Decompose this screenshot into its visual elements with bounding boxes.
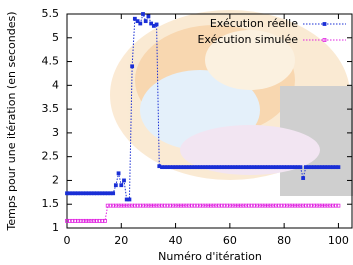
y-tick-label: 4.5 bbox=[42, 55, 60, 68]
y-tick-label: 5.5 bbox=[42, 7, 60, 20]
legend-marker bbox=[323, 23, 326, 26]
data-point bbox=[123, 179, 126, 182]
data-point bbox=[299, 166, 302, 169]
data-point bbox=[302, 177, 305, 180]
data-point bbox=[155, 23, 158, 26]
data-point bbox=[131, 65, 134, 68]
legend-label: Exécution réelle bbox=[210, 17, 298, 30]
x-tick-label: 80 bbox=[277, 234, 291, 247]
x-tick-label: 40 bbox=[169, 234, 183, 247]
x-axis-title: Numéro d'itération bbox=[158, 250, 262, 263]
x-tick-label: 100 bbox=[328, 234, 349, 247]
x-tick-label: 60 bbox=[223, 234, 237, 247]
y-tick-label: 1.5 bbox=[42, 197, 60, 210]
y-tick-label: 3 bbox=[52, 126, 59, 139]
y-tick-label: 2.5 bbox=[42, 150, 60, 163]
y-tick-label: 1 bbox=[52, 221, 59, 234]
y-tick-label: 5 bbox=[52, 31, 59, 44]
y-tick-label: 4 bbox=[52, 78, 59, 91]
data-point bbox=[120, 184, 123, 187]
y-axis-title: Temps pour une itération (en secondes) bbox=[5, 12, 18, 232]
chart: Temps pour une itération (en secondes) N… bbox=[0, 0, 353, 265]
y-tick-label: 2 bbox=[52, 173, 59, 186]
data-point bbox=[142, 13, 145, 16]
data-point bbox=[114, 184, 117, 187]
y-tick-label: 3.5 bbox=[42, 102, 60, 115]
series-line bbox=[67, 206, 338, 221]
data-point bbox=[144, 20, 147, 23]
x-tick-label: 0 bbox=[64, 234, 71, 247]
x-tick-label: 20 bbox=[114, 234, 128, 247]
data-point bbox=[147, 15, 150, 18]
data-point bbox=[139, 22, 142, 25]
data-point bbox=[117, 172, 120, 175]
data-point bbox=[128, 198, 131, 201]
legend-label: Exécution simulée bbox=[197, 33, 298, 46]
data-point bbox=[337, 166, 340, 169]
data-point bbox=[112, 192, 115, 195]
